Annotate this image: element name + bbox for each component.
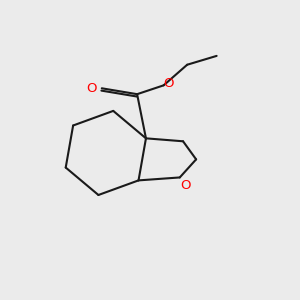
Text: O: O (86, 82, 97, 95)
Text: O: O (180, 179, 191, 192)
Text: O: O (164, 77, 174, 90)
